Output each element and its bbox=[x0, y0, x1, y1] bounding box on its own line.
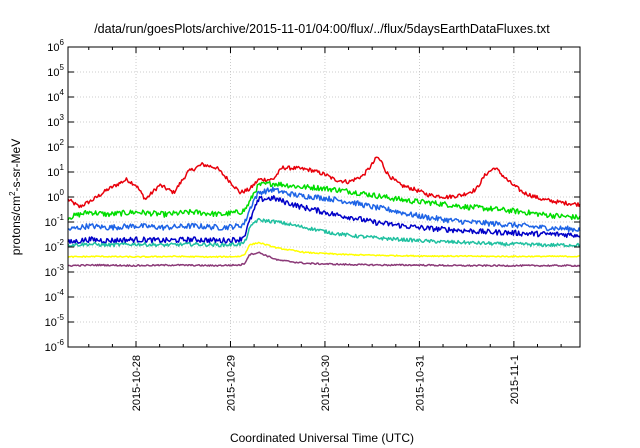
series-group bbox=[67, 156, 581, 268]
axis-ticks bbox=[68, 46, 580, 348]
y-tick-base: 10 bbox=[47, 117, 59, 129]
x-axis-label: Coordinated Universal Time (UTC) bbox=[230, 431, 414, 445]
y-tick-base: 10 bbox=[47, 42, 59, 54]
y-tick-exp: -1 bbox=[57, 213, 65, 222]
y-tick-label: 102 bbox=[47, 138, 64, 154]
y-tick-base: 10 bbox=[47, 67, 59, 79]
y-tick-label: 101 bbox=[47, 163, 64, 179]
series-line bbox=[67, 217, 581, 248]
y-axis-label: protons/cm2-s-sr-MeV bbox=[8, 139, 23, 255]
y-tick-base: 10 bbox=[47, 92, 59, 104]
y-tick-exp: 1 bbox=[60, 163, 65, 172]
y-tick-exp: 0 bbox=[60, 188, 65, 197]
y-tick-label: 100 bbox=[47, 188, 64, 204]
series-line bbox=[67, 186, 581, 233]
y-tick-base: 10 bbox=[45, 342, 57, 354]
y-tick-base: 10 bbox=[47, 192, 59, 204]
y-tick-base: 10 bbox=[47, 167, 59, 179]
y-tick-label: 10-1 bbox=[45, 213, 65, 229]
y-tick-label: 103 bbox=[47, 113, 64, 129]
y-tick-base: 10 bbox=[45, 292, 57, 304]
x-tick-label: 2015-10-31 bbox=[414, 355, 426, 411]
y-tick-exp: -3 bbox=[57, 263, 65, 272]
x-tick-label: 2015-11-1 bbox=[509, 355, 521, 404]
series-line bbox=[67, 180, 581, 221]
x-tick-labels: 2015-10-28 2015-10-29 2015-10-30 2015-10-31… bbox=[131, 355, 521, 411]
y-tick-exp: 4 bbox=[60, 88, 65, 97]
y-tick-base: 10 bbox=[45, 217, 57, 229]
y-tick-label: 104 bbox=[47, 88, 64, 104]
series-line bbox=[67, 195, 581, 244]
y-tick-base: 10 bbox=[45, 242, 57, 254]
y-label-rest: -s-sr-MeV bbox=[9, 139, 23, 192]
grid bbox=[68, 47, 580, 347]
y-tick-exp: 3 bbox=[60, 113, 65, 122]
y-label-sup: 2 bbox=[8, 191, 17, 196]
y-tick-label: 10-4 bbox=[45, 288, 65, 304]
y-tick-base: 10 bbox=[45, 267, 57, 279]
y-tick-label: 105 bbox=[47, 63, 64, 79]
y-tick-labels: 10-610-510-410-310-210-11001011021031041… bbox=[45, 38, 65, 354]
x-tick-label: 2015-10-29 bbox=[225, 355, 237, 411]
series-line bbox=[67, 156, 581, 209]
x-tick-label: 2015-10-28 bbox=[131, 355, 143, 411]
y-tick-exp: -2 bbox=[57, 238, 65, 247]
y-tick-label: 10-5 bbox=[45, 313, 65, 329]
y-tick-label: 10-2 bbox=[45, 238, 65, 254]
y-tick-base: 10 bbox=[47, 142, 59, 154]
y-tick-exp: -6 bbox=[57, 338, 65, 347]
series-line bbox=[67, 241, 580, 259]
chart-title: /data/run/goesPlots/archive/2015-11-01/0… bbox=[94, 22, 550, 36]
y-tick-label: 10-6 bbox=[45, 338, 65, 354]
y-tick-exp: -4 bbox=[57, 288, 65, 297]
y-tick-exp: 5 bbox=[60, 63, 65, 72]
x-tick-label: 2015-10-30 bbox=[320, 355, 332, 411]
y-tick-label: 10-3 bbox=[45, 263, 65, 279]
series-line bbox=[67, 251, 581, 268]
y-tick-exp: -5 bbox=[57, 313, 65, 322]
y-tick-exp: 2 bbox=[60, 138, 65, 147]
y-tick-base: 10 bbox=[45, 317, 57, 329]
y-label-base: protons/cm bbox=[9, 196, 23, 255]
y-tick-label: 106 bbox=[47, 38, 64, 54]
y-tick-exp: 6 bbox=[60, 38, 65, 47]
